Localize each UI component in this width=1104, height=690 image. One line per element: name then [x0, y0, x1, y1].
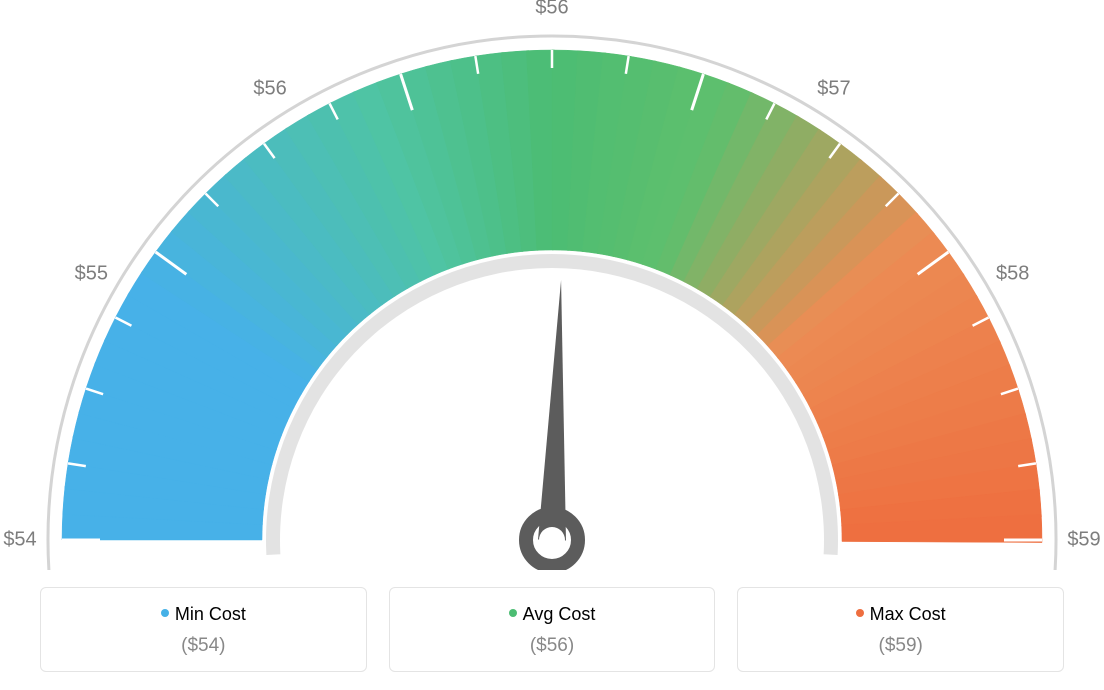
gauge-tick-label: $57: [817, 77, 850, 100]
dot-icon: [856, 609, 864, 617]
legend-title-max: Max Cost: [748, 604, 1053, 625]
gauge-svg: [0, 0, 1104, 570]
legend-label-avg: Avg Cost: [523, 604, 596, 624]
gauge-area: $54 $55 $56 $56 $57 $58 $59: [0, 0, 1104, 570]
legend-value-avg: ($56): [400, 635, 705, 657]
gauge-tick-label: $59: [1067, 529, 1100, 552]
dot-icon: [161, 609, 169, 617]
legend-title-avg: Avg Cost: [400, 604, 705, 625]
legend-card-avg: Avg Cost ($56): [389, 587, 716, 672]
legend-label-max: Max Cost: [870, 604, 946, 624]
gauge-chart-container: $54 $55 $56 $56 $57 $58 $59 Min Cost ($54) Avg…: [0, 0, 1104, 690]
gauge-tick-label: $56: [535, 0, 568, 20]
legend-label-min: Min Cost: [175, 604, 246, 624]
legend-card-max: Max Cost ($59): [737, 587, 1064, 672]
legend-card-min: Min Cost ($54): [40, 587, 367, 672]
legend-value-max: ($59): [748, 635, 1053, 657]
gauge-tick-label: $58: [996, 263, 1029, 286]
gauge-tick-label: $54: [3, 529, 36, 552]
legend-row: Min Cost ($54) Avg Cost ($56) Max Cost (…: [40, 587, 1064, 672]
dot-icon: [509, 609, 517, 617]
legend-title-min: Min Cost: [51, 604, 356, 625]
gauge-tick-label: $56: [253, 77, 286, 100]
gauge-tick-label: $55: [75, 263, 108, 286]
legend-value-min: ($54): [51, 635, 356, 657]
